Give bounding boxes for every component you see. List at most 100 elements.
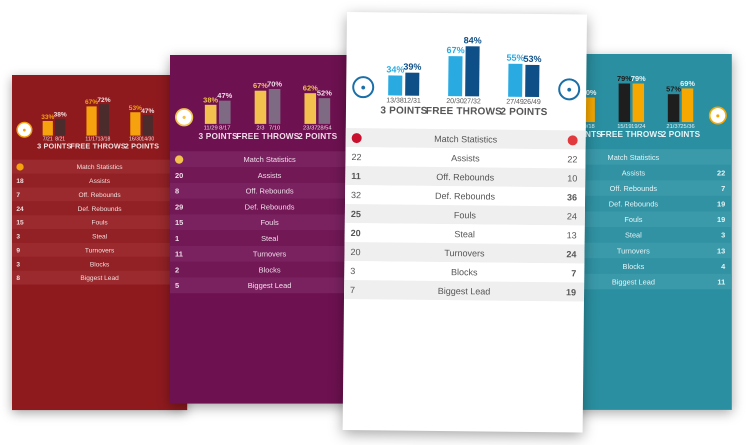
away-value: 24 [566, 210, 577, 221]
stat-row: 32 Def. Rebounds 36 [344, 184, 586, 207]
stat-label: Fouls [624, 215, 643, 224]
home-value: 8 [16, 273, 21, 282]
home-pct-label: 67% [252, 81, 268, 90]
home-bar [42, 121, 53, 136]
stat-label: Blocks [258, 265, 281, 274]
stat-row: 9 Turnovers [12, 242, 188, 257]
team-logo-icon: ● [174, 108, 194, 127]
home-bar [448, 55, 463, 97]
home-value: 15 [174, 218, 184, 227]
away-fraction-label: 8/17 [219, 125, 231, 132]
home-fraction-label: 16/30 [128, 137, 142, 143]
away-pct-label: 69% [680, 79, 695, 88]
away-fraction-label: 25/36 [680, 123, 695, 130]
card-white: ● ● 34% 13/38 39% 12/31 3 POINTS 67% 20/30 84% 27/… [342, 12, 587, 433]
team-logo-icon [351, 133, 362, 144]
away-bar [405, 72, 420, 96]
home-value: 11 [174, 249, 183, 258]
team-logo-icon: ● [16, 121, 33, 138]
home-value: 29 [174, 202, 184, 211]
chart-area: ● 38% 11/29 47% 8/17 3 POINTS 67% 2/3 70% 7/10 FRE… [170, 55, 369, 151]
home-fraction-label: 11/17 [85, 137, 98, 143]
stat-label: Def. Rebounds [77, 204, 122, 212]
home-value: 8 [174, 186, 180, 195]
stat-label: Def. Rebounds [608, 199, 659, 208]
away-fraction-label: 9/18 [583, 123, 595, 130]
stat-group: 33% 7/21 38% 8/21 3 POINTS [32, 75, 76, 160]
away-fraction-label: 12/31 [403, 97, 421, 105]
stat-group: 62% 23/37 52% 28/54 2 POINTS [293, 55, 343, 151]
stat-label: Fouls [453, 209, 476, 220]
home-pct-label: 33% [41, 113, 55, 121]
chart-area: ● 33% 7/21 38% 8/21 3 POINTS 67% 11/17 72% 13/18 F… [12, 75, 187, 160]
home-pct-label: 38% [203, 95, 219, 105]
stat-row: 11 Off. Rebounds 10 [345, 165, 586, 188]
away-fraction-label: 7/10 [268, 125, 281, 132]
home-fraction-label: 7/21 [42, 137, 53, 143]
home-fraction-label: 11/29 [203, 125, 218, 132]
category-label: FREE THROWS [70, 142, 126, 151]
stat-label: Fouls [260, 218, 279, 227]
stat-group: 67% 11/17 72% 13/18 FREE THROWS [70, 75, 125, 160]
away-bar [268, 89, 281, 124]
stat-label: Fouls [91, 218, 108, 226]
team-logo-icon [174, 155, 184, 164]
stat-row: 22 Assists 22 [345, 146, 586, 169]
home-pct-label: 67% [446, 44, 465, 56]
stat-group: 57% 21/37 69% 25/36 2 POINTS [656, 54, 705, 149]
stat-row: 2 Blocks [170, 262, 369, 278]
home-bar [304, 93, 317, 124]
away-bar [142, 115, 153, 136]
stat-row: 20 Steal 13 [344, 222, 585, 245]
stat-label: Biggest Lead [80, 273, 119, 282]
away-fraction-label: 28/54 [317, 125, 332, 132]
away-fraction-label: 13/18 [97, 137, 111, 143]
home-bar [204, 104, 217, 124]
away-bar [318, 98, 331, 124]
stat-row: Blocks 4 [535, 258, 732, 274]
stat-label: Biggest Lead [611, 277, 655, 286]
stat-label: Blocks [89, 260, 110, 268]
stat-label: Assists [257, 170, 282, 180]
home-pct-label: 62% [302, 83, 318, 93]
category-label: 2 POINTS [298, 132, 338, 142]
stat-label: Steal [454, 228, 475, 239]
stat-row: Assists 22 [535, 165, 732, 181]
home-bar [508, 63, 523, 97]
header-label: Match Statistics [243, 155, 296, 164]
team-logo-icon [16, 163, 24, 171]
category-label: FREE THROWS [236, 132, 300, 142]
home-fraction-label: 15/19 [617, 123, 632, 130]
home-pct-label: 79% [616, 74, 632, 83]
stat-label: Assists [621, 168, 646, 177]
team-logo-icon: ● [558, 78, 581, 101]
header-label: Match Statistics [434, 133, 498, 145]
home-value: 20 [350, 227, 361, 238]
category-label: 3 POINTS [37, 142, 72, 151]
stat-label: Assists [89, 176, 111, 185]
home-value: 20 [350, 246, 361, 257]
stat-row: 25 Fouls 24 [344, 203, 585, 226]
away-pct-label: 70% [267, 79, 283, 89]
category-label: 2 POINTS [124, 142, 160, 151]
away-fraction-label: 26/49 [523, 98, 541, 107]
away-value: 7 [721, 183, 726, 193]
home-value: 20 [174, 170, 184, 180]
stat-label: Biggest Lead [247, 281, 292, 290]
stat-label: Steal [624, 230, 642, 239]
home-value: 5 [174, 281, 180, 290]
card-purple: ● 38% 11/29 47% 8/17 3 POINTS 67% 2/3 70% 7/10 FRE… [170, 55, 370, 404]
stat-label: Blocks [450, 266, 478, 277]
stat-row: 20 Turnovers 24 [344, 241, 585, 264]
stat-group: 55% 27/49 53% 26/49 2 POINTS [494, 14, 555, 131]
home-bar [618, 83, 631, 123]
away-bar [218, 100, 231, 124]
away-fraction-label: 14/30 [141, 137, 155, 143]
home-value: 18 [16, 176, 24, 185]
chart-area: ● ● 34% 13/38 39% 12/31 3 POINTS 67% 20/30 84% 27/… [346, 12, 587, 131]
home-value: 25 [350, 208, 361, 219]
stats-header-row: Match Statistics [12, 159, 188, 174]
team-logo-icon [567, 135, 578, 146]
home-value: 2 [174, 265, 180, 274]
home-pct-label: 57% [666, 84, 681, 94]
